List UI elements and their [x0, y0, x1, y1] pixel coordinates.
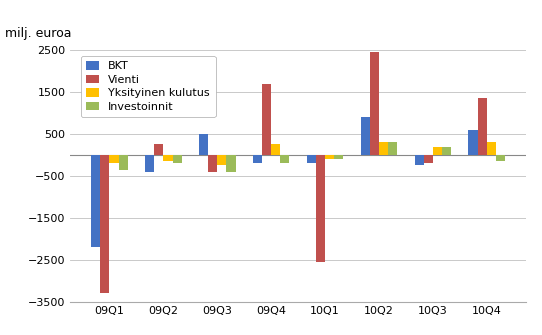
- Bar: [370, 52, 379, 155]
- Bar: [271, 144, 280, 155]
- Bar: [119, 155, 128, 170]
- Bar: [227, 155, 236, 172]
- Bar: [433, 147, 442, 155]
- Bar: [163, 155, 172, 161]
- Bar: [109, 155, 119, 163]
- Bar: [208, 155, 217, 172]
- Text: milj. euroa: milj. euroa: [5, 27, 72, 40]
- Bar: [307, 155, 316, 163]
- Bar: [442, 147, 451, 155]
- Bar: [415, 155, 424, 165]
- Bar: [360, 117, 370, 155]
- Bar: [217, 155, 227, 165]
- Bar: [145, 155, 154, 172]
- Bar: [468, 130, 478, 155]
- Bar: [316, 155, 325, 262]
- Bar: [172, 155, 182, 163]
- Bar: [280, 155, 289, 163]
- Bar: [91, 155, 100, 247]
- Bar: [379, 142, 388, 155]
- Bar: [478, 98, 487, 155]
- Bar: [487, 142, 496, 155]
- Bar: [199, 134, 208, 155]
- Bar: [334, 155, 344, 159]
- Bar: [100, 155, 109, 293]
- Legend: BKT, Vienti, Yksityinen kulutus, Investoinnit: BKT, Vienti, Yksityinen kulutus, Investo…: [81, 56, 216, 117]
- Bar: [325, 155, 334, 159]
- Bar: [496, 155, 505, 161]
- Bar: [262, 84, 271, 155]
- Bar: [154, 144, 163, 155]
- Bar: [253, 155, 262, 163]
- Bar: [388, 142, 397, 155]
- Bar: [424, 155, 433, 163]
